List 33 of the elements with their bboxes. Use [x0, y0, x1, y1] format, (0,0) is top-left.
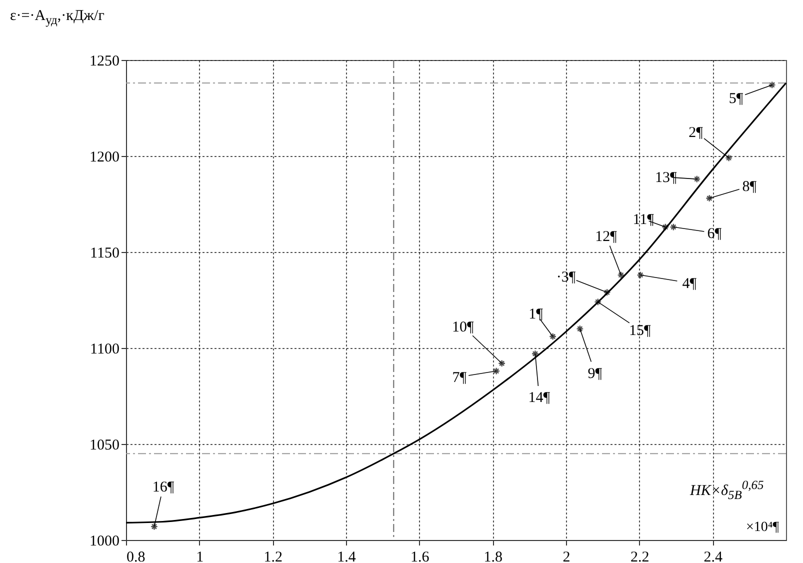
annotation: 5¶	[728, 90, 744, 107]
x-tick-label: 1	[196, 550, 204, 563]
x-tick-label: 1.6	[410, 550, 430, 563]
y-tick-label: 1150	[90, 246, 120, 262]
y-tick-label: 1000	[90, 534, 120, 550]
annotation: 1¶	[528, 306, 544, 322]
x-tick-label: 2.4	[704, 550, 724, 563]
y-tick-label: 1050	[90, 438, 120, 454]
annotation: 10¶	[452, 319, 474, 336]
annotation: 4¶	[682, 276, 697, 292]
annotation: 9¶	[588, 366, 602, 382]
annotation: 2¶	[688, 124, 704, 141]
y-axis-title: ε·=·A$_{уд}$,·кДж/г	[10, 8, 104, 28]
annotation: 8¶	[742, 179, 757, 196]
x-tick-label: 2	[562, 550, 570, 563]
annotation: 13¶	[655, 170, 677, 186]
x-tick-label: 0.8	[126, 550, 146, 563]
annotation: ·3¶	[556, 269, 576, 286]
annotation: 6¶	[707, 226, 722, 242]
annotation: 11¶	[632, 212, 654, 228]
y-tick-label: 1200	[90, 150, 120, 166]
x-tick-label: 1.8	[484, 550, 503, 563]
y-tick-label: 1250	[90, 54, 120, 70]
x-tick-label: 1.4	[337, 550, 356, 563]
annotation: 7¶	[452, 370, 467, 386]
annotation: 15¶	[629, 322, 651, 339]
x-tick-label: 1.2	[264, 550, 283, 563]
annotation: 14¶	[528, 390, 550, 406]
annotation: 16¶	[152, 480, 174, 496]
x-tick-label: 2.2	[630, 550, 650, 563]
y-tick-label: 1100	[90, 342, 120, 358]
annotation: 12¶	[595, 229, 618, 246]
annotation: ×10⁴¶	[746, 520, 780, 536]
